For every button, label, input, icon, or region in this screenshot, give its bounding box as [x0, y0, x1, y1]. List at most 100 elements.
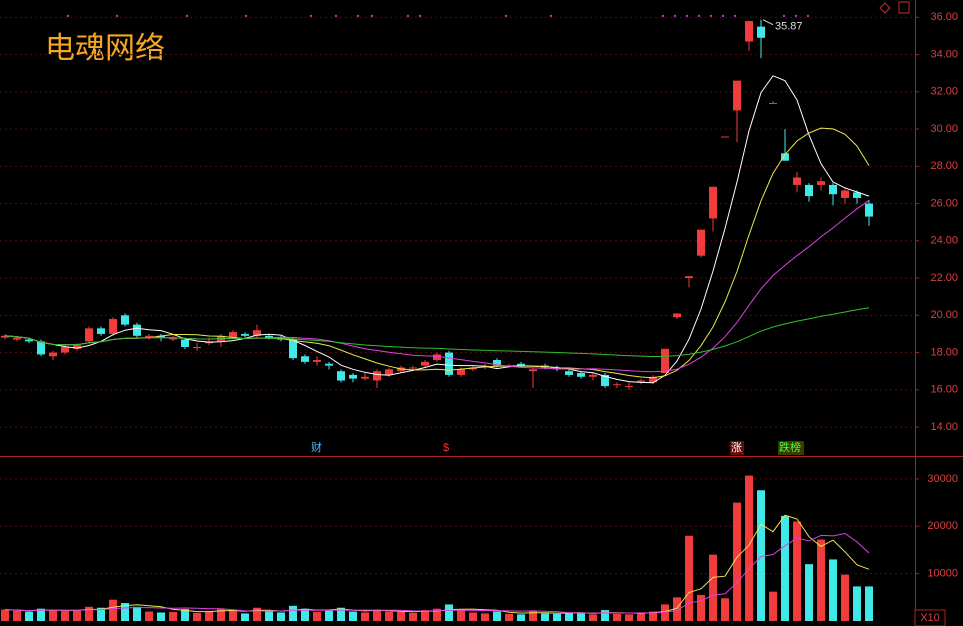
- volume-bar: [157, 612, 165, 621]
- candle-body: [421, 361, 429, 366]
- candle-body: [865, 203, 873, 217]
- candle-body: [385, 369, 393, 375]
- volume-bar: [109, 599, 117, 621]
- candle-body: [433, 354, 441, 361]
- candle-body: [85, 328, 93, 342]
- y-tick-label: 22.00: [930, 272, 958, 284]
- volume-bar: [25, 611, 33, 621]
- volume-bar: [289, 605, 297, 621]
- volume-bar: [73, 610, 81, 621]
- volume-bar: [277, 612, 285, 621]
- candle-body: [805, 184, 813, 197]
- volume-bar: [793, 521, 801, 621]
- volume-bar: [373, 609, 381, 621]
- volume-bar: [865, 586, 873, 621]
- volume-bar: [241, 613, 249, 621]
- volume-bar: [361, 612, 369, 621]
- volume-bar: [301, 608, 309, 621]
- volume-bar: [625, 614, 633, 621]
- candle-body: [169, 337, 177, 340]
- volume-bar: [493, 611, 501, 621]
- volume-bar: [829, 559, 837, 621]
- candle-body: [361, 376, 369, 379]
- volume-bar: [397, 612, 405, 621]
- candle-body: [13, 337, 21, 340]
- candle-body: [637, 380, 645, 383]
- volume-bar: [781, 515, 789, 621]
- volume-bar: [841, 574, 849, 621]
- volume-bar: [1, 609, 9, 621]
- volume-bar: [457, 609, 465, 621]
- volume-bar: [121, 603, 129, 621]
- candle-body: [253, 330, 261, 336]
- candle-body: [445, 352, 453, 375]
- candle-body: [49, 352, 57, 357]
- volume-bar: [253, 607, 261, 621]
- volume-bar: [469, 612, 477, 621]
- y-tick-label: 14.00: [930, 421, 958, 433]
- volume-bar: [697, 594, 705, 621]
- volume-bar: [313, 612, 321, 621]
- volume-bar: [229, 610, 237, 621]
- y-tick-label: 24.00: [930, 235, 958, 247]
- candle-body: [349, 374, 357, 379]
- candle-body: [793, 177, 801, 185]
- candle-body: [337, 371, 345, 381]
- volume-bar: [445, 604, 453, 621]
- candle-body: [829, 184, 837, 195]
- candle-body: [841, 190, 849, 198]
- high-label: 35.87: [775, 21, 803, 33]
- volume-bar: [325, 610, 333, 621]
- y-tick-label: 30000: [927, 473, 958, 485]
- volume-bar: [853, 586, 861, 621]
- axis-note-box: [914, 609, 946, 626]
- volume-bar: [385, 611, 393, 621]
- y-tick-label: 26.00: [930, 197, 958, 209]
- candle-body: [565, 371, 573, 375]
- volume-bar: [505, 613, 513, 621]
- candle-body: [157, 335, 165, 338]
- candle-body: [409, 367, 417, 369]
- candle-body: [673, 313, 681, 318]
- volume-bar: [337, 607, 345, 621]
- volume-bar: [805, 564, 813, 621]
- event-box: [730, 441, 744, 455]
- volume-bar: [181, 609, 189, 621]
- icon-window[interactable]: [898, 1, 910, 14]
- volume-bar: [529, 610, 537, 621]
- candle-body: [697, 229, 705, 256]
- top-dots: [66, 14, 810, 18]
- candle-body: [721, 136, 729, 138]
- candle-body: [61, 346, 69, 353]
- volume-bar: [565, 612, 573, 621]
- candle-body: [457, 369, 465, 375]
- candle-body: [601, 374, 609, 387]
- candle-body: [133, 324, 141, 336]
- ma-line: [4, 532, 870, 614]
- event-box: [778, 441, 804, 455]
- candle-body: [733, 80, 741, 111]
- volume-bar: [721, 598, 729, 621]
- candle-body: [181, 339, 189, 347]
- candle-body: [529, 369, 537, 372]
- volume-bar: [169, 612, 177, 621]
- candle-body: [649, 376, 657, 383]
- volume-bar: [817, 539, 825, 621]
- candle-body: [745, 21, 753, 42]
- candle-body: [625, 386, 633, 388]
- icon-diamond[interactable]: [879, 2, 891, 14]
- y-tick-label: 30.00: [930, 123, 958, 135]
- candle-body: [73, 345, 81, 349]
- y-tick-label: 20000: [927, 520, 958, 532]
- candle-body: [709, 186, 717, 219]
- candle-body: [817, 181, 825, 185]
- volume-bar: [517, 614, 525, 621]
- volume-bar: [589, 614, 597, 621]
- candle-body: [613, 384, 621, 386]
- volume-bar: [37, 608, 45, 621]
- candle-body: [757, 26, 765, 38]
- volume-bar: [685, 535, 693, 621]
